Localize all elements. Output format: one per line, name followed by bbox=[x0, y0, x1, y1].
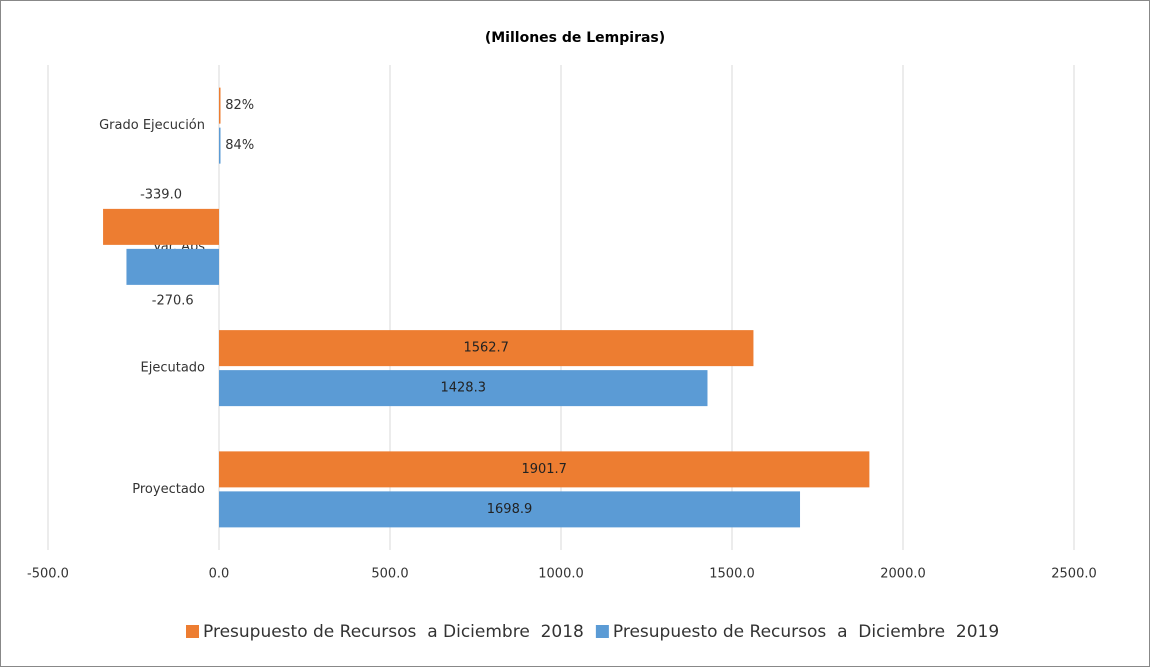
bar bbox=[219, 451, 870, 488]
bar bbox=[219, 491, 801, 528]
x-tick-label: 0.0 bbox=[209, 567, 230, 582]
value-label: 82% bbox=[225, 98, 254, 113]
bar bbox=[219, 87, 221, 124]
y-tick-label: Proyectado bbox=[132, 482, 205, 497]
value-label: 1428.3 bbox=[440, 381, 486, 396]
bar bbox=[126, 248, 219, 285]
bar bbox=[219, 370, 708, 407]
chart-title: (Millones de Lempiras) bbox=[485, 30, 665, 46]
bar bbox=[219, 127, 221, 164]
x-tick-label: 2500.0 bbox=[1051, 567, 1097, 582]
value-label: 1901.7 bbox=[521, 462, 567, 477]
x-tick-label: 2000.0 bbox=[880, 567, 926, 582]
legend-swatch bbox=[595, 625, 609, 638]
legend-label: Presupuesto de Recursos a Diciembre 2019 bbox=[613, 622, 999, 642]
bar bbox=[219, 330, 754, 367]
value-label: 1698.9 bbox=[487, 502, 533, 517]
legend-swatch bbox=[186, 625, 199, 638]
x-tick-label: 500.0 bbox=[371, 567, 408, 582]
value-label: 84% bbox=[225, 138, 254, 153]
x-tick-label: 1500.0 bbox=[709, 567, 755, 582]
value-label: -339.0 bbox=[140, 187, 182, 202]
x-tick-label: -500.0 bbox=[27, 567, 69, 582]
legend-label: Presupuesto de Recursos a Diciembre 2018 bbox=[203, 622, 584, 642]
y-tick-label: Ejecutado bbox=[141, 361, 206, 376]
y-tick-label: Grado Ejecución bbox=[99, 118, 205, 133]
value-label: 1562.7 bbox=[463, 341, 509, 356]
value-label: -270.6 bbox=[152, 293, 194, 308]
x-tick-label: 1000.0 bbox=[538, 567, 584, 582]
bar bbox=[103, 208, 219, 245]
